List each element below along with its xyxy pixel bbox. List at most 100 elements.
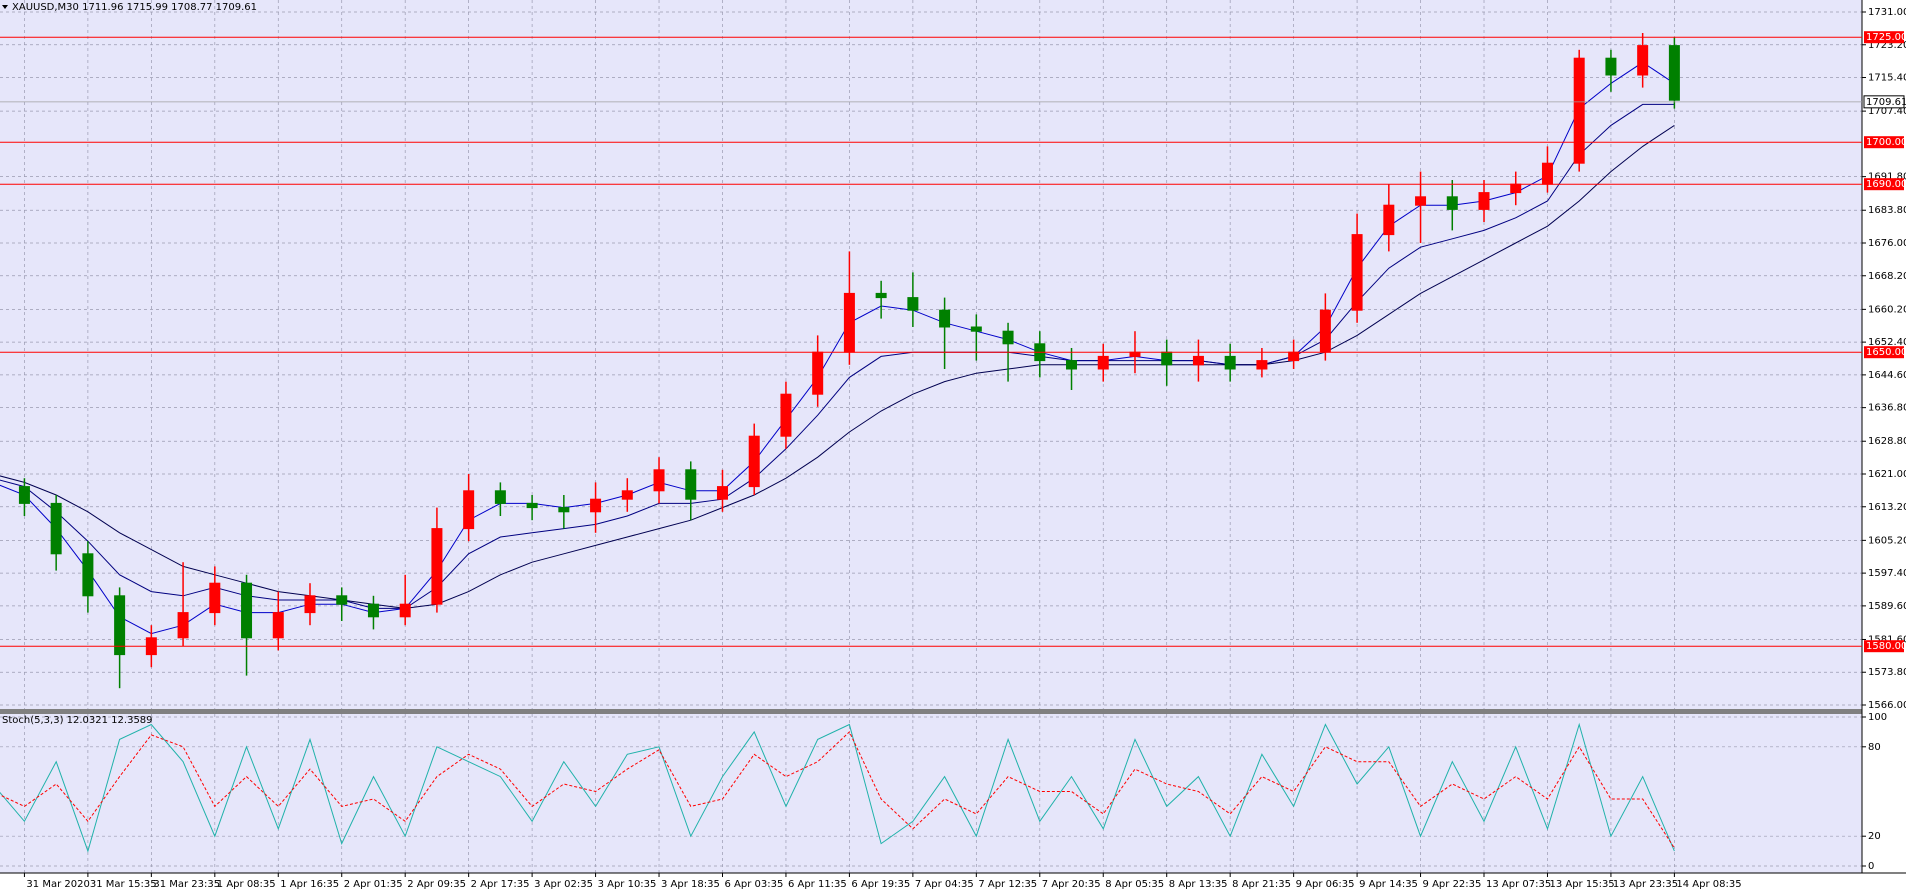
candle-body [1192, 355, 1204, 366]
panel-separator [0, 709, 1862, 714]
candle-body [1510, 183, 1522, 194]
x-tick-label: 8 Apr 13:35 [1169, 879, 1228, 890]
candle-body [494, 490, 506, 504]
y-tick-label: 1636.80 [1868, 403, 1906, 414]
candle-body [1668, 45, 1680, 101]
level-label: 1690.00 [1866, 179, 1906, 190]
x-tick-label: 9 Apr 06:35 [1296, 879, 1355, 890]
x-tick-label: 1 Apr 08:35 [217, 879, 276, 890]
candle-body [1002, 330, 1014, 345]
candle-body [907, 297, 919, 311]
candle-body [1224, 355, 1236, 370]
chart-title: XAUUSD,M30 1711.96 1715.99 1708.77 1709.… [12, 2, 257, 13]
candle-body [526, 502, 538, 509]
x-tick-label: 13 Apr 23:35 [1613, 879, 1678, 890]
candle-body [272, 612, 284, 639]
candle-body [1541, 162, 1553, 185]
candle-body [177, 612, 189, 639]
candle-body [1446, 196, 1458, 210]
candle-body [304, 595, 316, 614]
y-tick-label: 1691.80 [1868, 172, 1906, 183]
x-tick-label: 13 Apr 15:35 [1549, 879, 1614, 890]
y-tick-label: 1589.60 [1868, 601, 1906, 612]
y-tick-label: 1566.00 [1868, 700, 1906, 711]
x-tick-label: 3 Apr 18:35 [661, 879, 720, 890]
candle-body [1383, 204, 1395, 236]
level-tag [1864, 178, 1904, 191]
level-tag [1864, 31, 1904, 44]
candle-body [209, 582, 221, 614]
candle-body [336, 595, 348, 605]
candle-body [939, 309, 951, 328]
candle-body [716, 486, 728, 500]
y-tick-label: 100 [1868, 712, 1887, 723]
candle-body [1288, 351, 1300, 362]
candle-body [1129, 351, 1141, 357]
level-label: 1725.00 [1866, 32, 1906, 43]
plot-layer [0, 0, 1862, 873]
y-tick-label: 1731.00 [1868, 7, 1906, 18]
candle-body [1097, 355, 1109, 370]
candle-body [875, 292, 887, 299]
y-tick-label: 1581.60 [1868, 634, 1906, 645]
menu-arrow[interactable] [2, 5, 8, 9]
x-tick-label: 2 Apr 17:35 [471, 879, 530, 890]
y-tick-label: 1707.40 [1868, 106, 1906, 117]
x-tick-label: 8 Apr 21:35 [1232, 879, 1291, 890]
stochastic-signal [0, 731, 1675, 849]
candle-body [463, 490, 475, 530]
y-tick-label: 1621.00 [1868, 469, 1906, 480]
candle-body [114, 595, 126, 656]
indicator-title: Stoch(5,3,3) 12.0321 12.3589 [2, 715, 153, 726]
level-tag [1864, 136, 1904, 149]
last-price-tag [1863, 95, 1905, 109]
candle-body [1256, 360, 1268, 370]
y-tick-label: 1597.40 [1868, 568, 1906, 579]
x-tick-label: 9 Apr 22:35 [1423, 879, 1482, 890]
candle-body [18, 486, 30, 504]
level-tag [1864, 640, 1904, 653]
x-tick-label: 31 Mar 15:35 [90, 879, 157, 890]
stochastic-main [0, 722, 1675, 853]
y-tick-label: 0 [1868, 861, 1874, 872]
candle-body [590, 498, 602, 513]
y-tick-label: 1715.40 [1868, 73, 1906, 84]
x-tick-label: 7 Apr 20:35 [1042, 879, 1101, 890]
x-tick-label: 6 Apr 03:35 [724, 879, 783, 890]
candle-body [1319, 309, 1331, 353]
candle-body [367, 603, 379, 618]
level-label: 1580.00 [1866, 641, 1906, 652]
candle-body [748, 435, 760, 488]
candle-body [50, 502, 62, 555]
y-tick-label: 1652.40 [1868, 337, 1906, 348]
candle-body [621, 490, 633, 500]
candle-body [653, 469, 665, 492]
x-tick-label: 6 Apr 11:35 [788, 879, 847, 890]
x-tick-label: 6 Apr 19:35 [851, 879, 910, 890]
candle-body [1066, 360, 1078, 370]
x-tick-label: 7 Apr 12:35 [978, 879, 1037, 890]
x-tick-label: 9 Apr 14:35 [1359, 879, 1418, 890]
y-tick-label: 1573.80 [1868, 667, 1906, 678]
y-tick-label: 1668.20 [1868, 271, 1906, 282]
y-tick-label: 1628.80 [1868, 436, 1906, 447]
candle-body [1573, 57, 1585, 164]
candle-body [558, 507, 570, 513]
y-tick-label: 1613.20 [1868, 502, 1906, 513]
candle-body [82, 553, 94, 597]
level-label: 1700.00 [1866, 137, 1906, 148]
level-label: 1650.00 [1866, 347, 1906, 358]
y-tick-label: 20 [1868, 831, 1881, 842]
candle-body [399, 603, 411, 618]
level-tag [1864, 346, 1904, 359]
y-tick-label: 1723.20 [1868, 40, 1906, 51]
last-price-label: 1709.61 [1866, 97, 1906, 108]
candle-body [970, 326, 982, 332]
x-tick-label: 2 Apr 09:35 [407, 879, 466, 890]
candle-body [1415, 196, 1427, 206]
candle-body [241, 582, 253, 639]
y-tick-label: 1660.20 [1868, 304, 1906, 315]
y-tick-label: 1605.20 [1868, 535, 1906, 546]
y-tick-label: 80 [1868, 742, 1881, 753]
x-tick-label: 7 Apr 04:35 [915, 879, 974, 890]
